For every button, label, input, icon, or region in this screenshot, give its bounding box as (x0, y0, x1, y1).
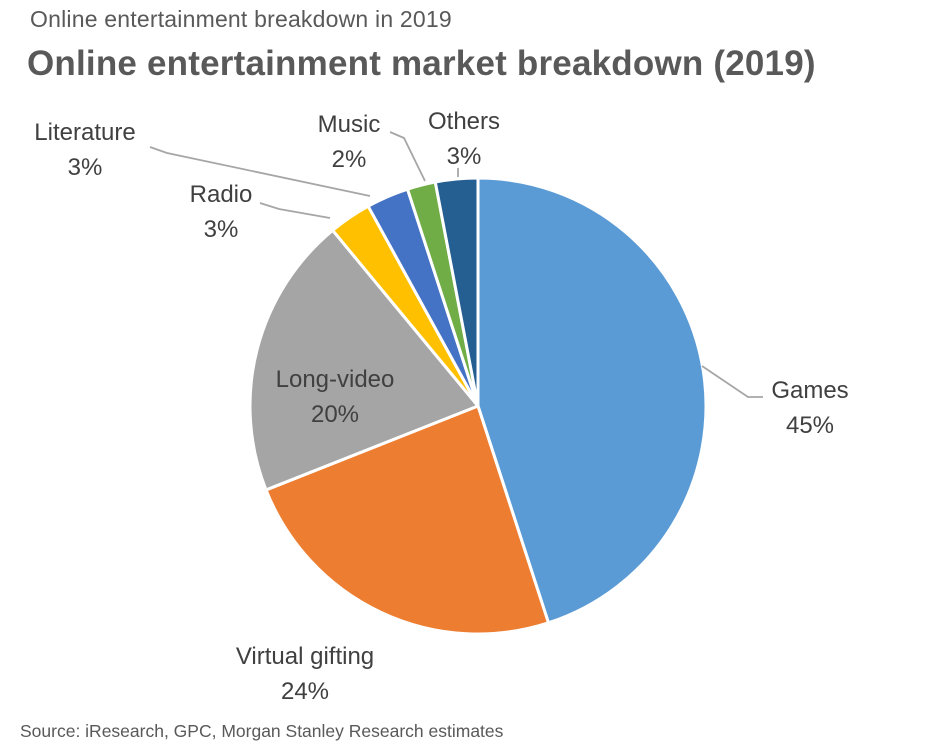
slice-label-long-video-value: 20% (310, 401, 360, 428)
slice-label-radio-name: Radio (189, 181, 253, 208)
leader-line-games (701, 365, 763, 398)
slice-label-long-video: Long-video 20% (276, 362, 395, 432)
source-note: Source: iResearch, GPC, Morgan Stanley R… (20, 721, 504, 741)
leader-line-music (389, 131, 426, 182)
slice-label-games: Games 45% (771, 373, 848, 443)
slice-label-games-name: Games (771, 377, 849, 404)
slice-label-virtual-gifting-name: Virtual gifting (235, 643, 375, 670)
slice-label-music: Music 2% (318, 107, 381, 177)
slice-label-radio: Radio 3% (190, 177, 253, 247)
slice-label-long-video-name: Long-video (275, 366, 395, 393)
slice-label-literature: Literature 3% (34, 115, 135, 185)
slice-label-music-name: Music (317, 111, 381, 138)
slice-label-literature-value: 3% (67, 154, 103, 181)
slice-label-games-value: 45% (785, 412, 835, 439)
slice-label-others: Others 3% (428, 104, 500, 174)
pie-slice-others (433, 176, 480, 408)
slice-label-others-value: 3% (446, 143, 482, 170)
slice-label-virtual-gifting-value: 24% (280, 678, 330, 705)
pie-slices (248, 176, 708, 636)
slice-label-virtual-gifting: Virtual gifting 24% (236, 639, 374, 709)
slice-label-music-value: 2% (331, 146, 367, 173)
slice-label-others-name: Others (427, 108, 501, 135)
leader-lines (149, 131, 763, 398)
slice-label-radio-value: 3% (203, 216, 239, 243)
pie-slice-games (476, 176, 708, 625)
chart-title: Online entertainment market breakdown (2… (27, 44, 816, 83)
chart-kicker: Online entertainment breakdown in 2019 (30, 6, 452, 32)
leader-line-radio (259, 202, 331, 219)
leader-line-literature (149, 146, 371, 197)
slice-label-literature-name: Literature (34, 119, 136, 146)
pie-slice-long-video (248, 228, 480, 492)
